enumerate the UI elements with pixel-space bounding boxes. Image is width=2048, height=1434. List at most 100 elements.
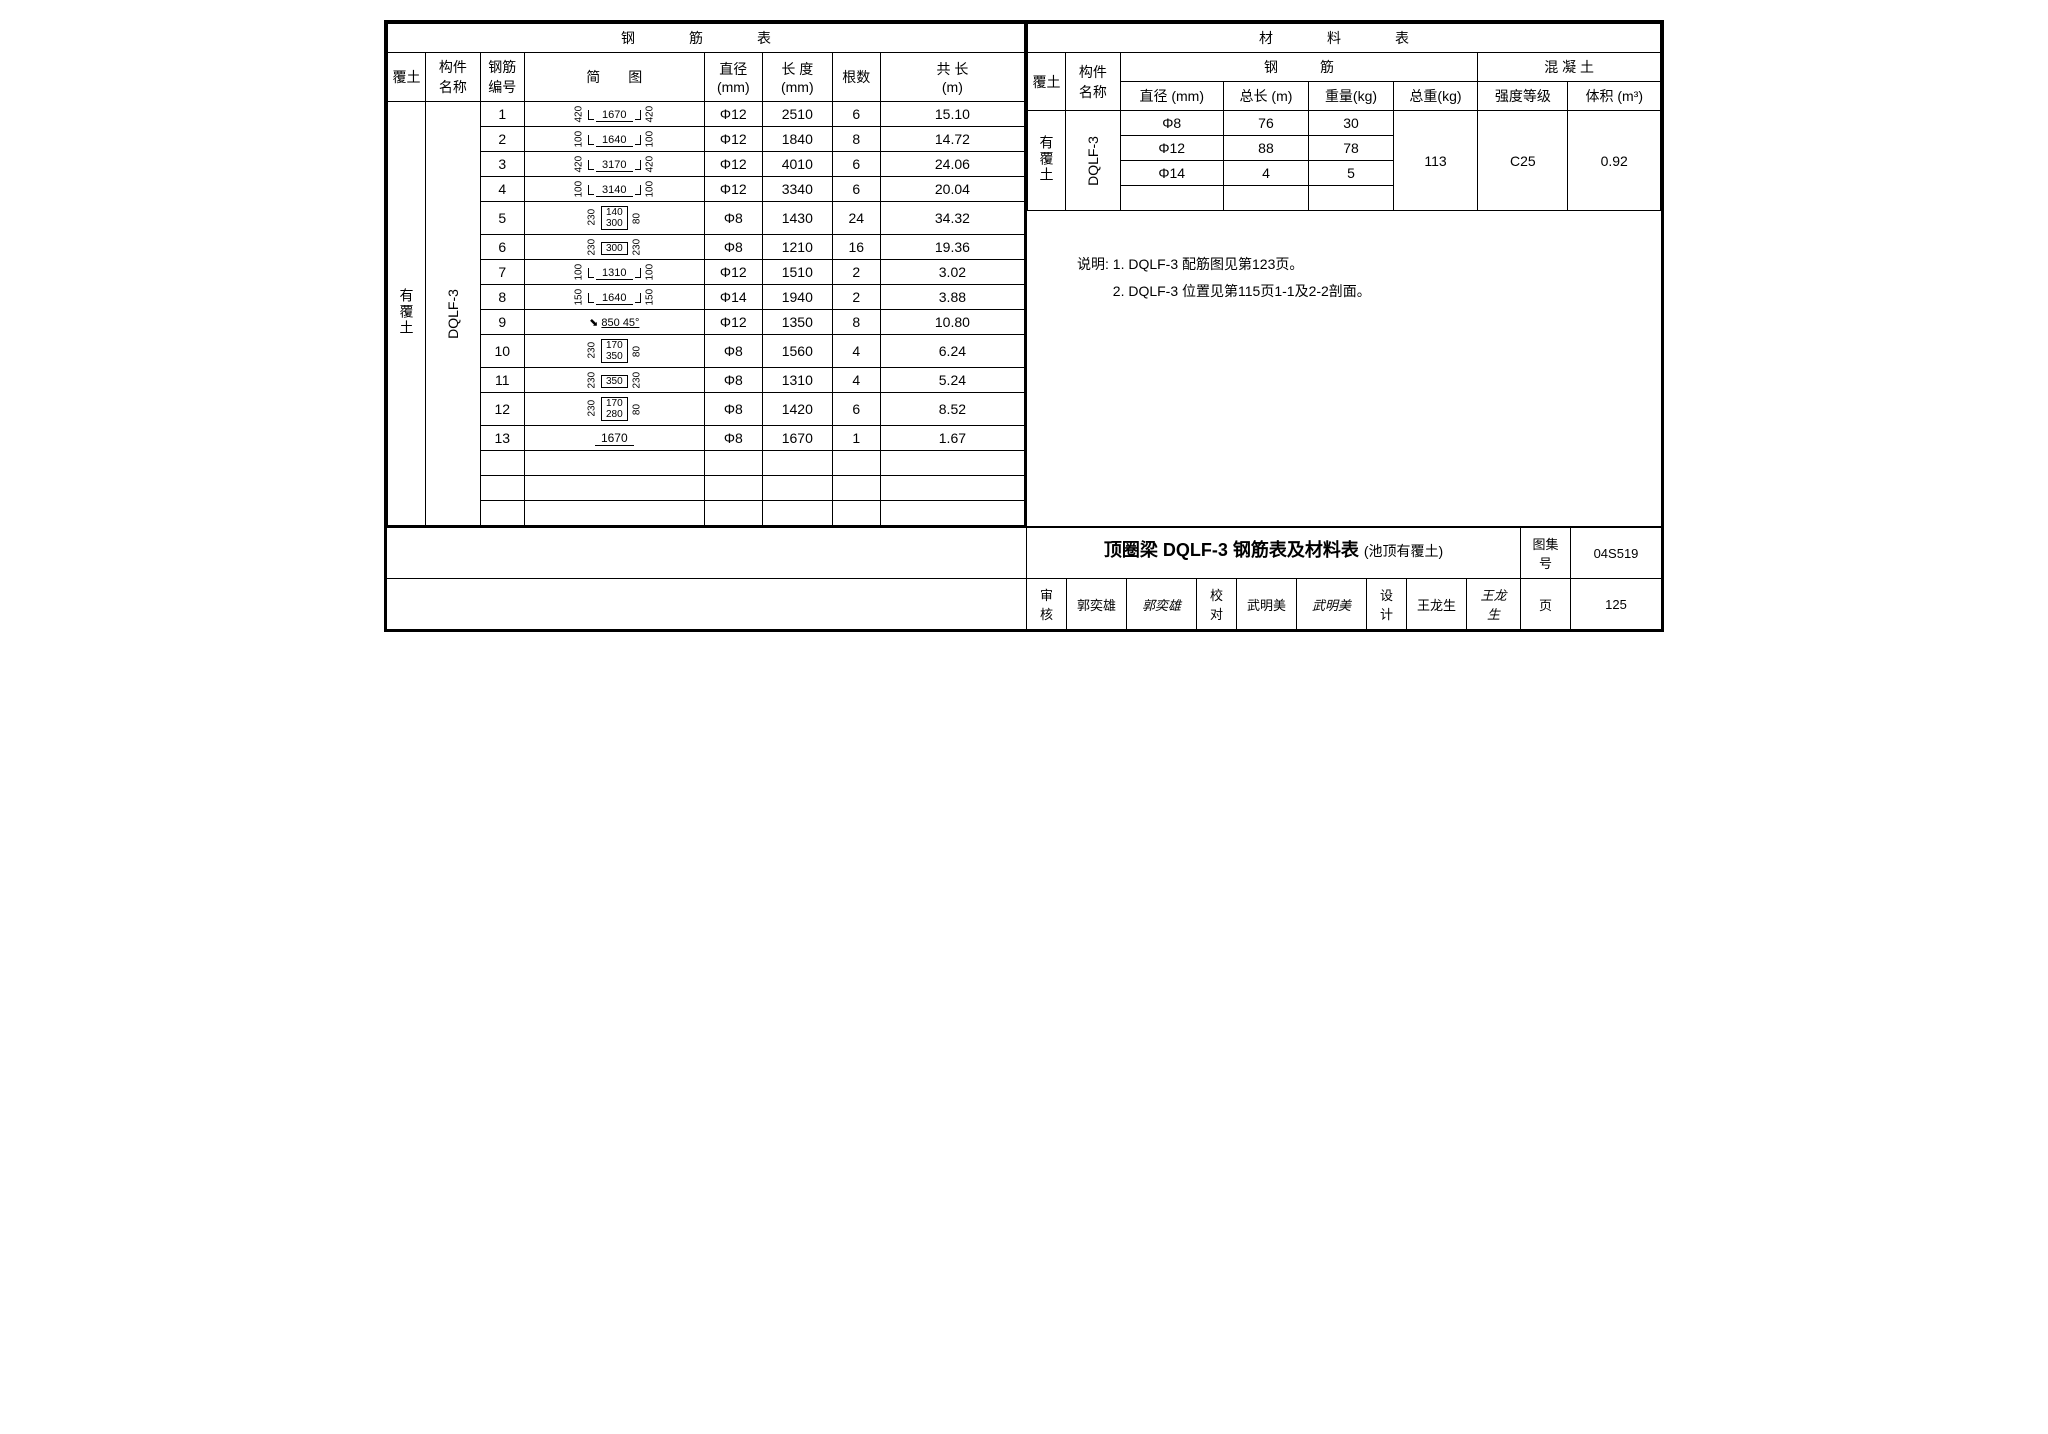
bar-diagram: ⬊ 850 45°	[524, 310, 704, 335]
design-sig: 王龙生	[1467, 579, 1521, 629]
cell-tot: 20.04	[880, 177, 1024, 202]
bar-diagram: 1003140100	[524, 177, 704, 202]
cell-tot: 1.67	[880, 426, 1024, 451]
cell-len: 3340	[762, 177, 832, 202]
mmember-cell: DQLF-3	[1066, 111, 1121, 211]
cell-qty: 1	[832, 426, 880, 451]
table-row: 71001310100Φ12151023.02	[388, 260, 1025, 285]
mcol-grade: 强度等级	[1478, 82, 1568, 111]
drawing-title: 顶圈梁 DQLF-3 钢筋表及材料表 (池顶有覆土)	[1027, 528, 1521, 578]
cell-len: 1840	[762, 127, 832, 152]
review-name: 郭奕雄	[1067, 579, 1127, 629]
check-sig: 武明美	[1297, 579, 1367, 629]
bar-diagram: 1001310100	[524, 260, 704, 285]
cell-len: 1510	[762, 260, 832, 285]
bar-diagram: 4201670420	[524, 102, 704, 127]
material-table: 材 料 表 覆土 构件 名称 钢 筋 混 凝 土 直径 (mm) 总长 (m) …	[1027, 23, 1661, 211]
table-row: 有覆土DQLF-314201670420Φ122510615.10	[388, 102, 1025, 127]
bar-no: 11	[480, 368, 524, 393]
bar-diagram: 23017028080	[524, 393, 704, 426]
bar-no: 10	[480, 335, 524, 368]
cell-dia: Φ12	[704, 177, 762, 202]
concrete-volume: 0.92	[1568, 111, 1661, 211]
mcol-totweight: 总重(kg)	[1393, 82, 1477, 111]
cell-len: 2510	[762, 102, 832, 127]
bar-no: 2	[480, 127, 524, 152]
cell-dia: Φ8	[704, 235, 762, 260]
mcol-volume: 体积 (m³)	[1568, 82, 1661, 111]
review-label: 审核	[1027, 579, 1067, 629]
check-name: 武明美	[1237, 579, 1297, 629]
rebar-table-title: 钢 筋 表	[388, 24, 1025, 53]
cell-tot: 5.24	[880, 368, 1024, 393]
cell-dia: Φ12	[704, 152, 762, 177]
bar-no: 12	[480, 393, 524, 426]
set-no: 04S519	[1571, 528, 1661, 578]
mcell-dia: Φ14	[1120, 161, 1223, 186]
col-barno: 钢筋 编号	[480, 53, 524, 102]
mcell-len: 88	[1223, 136, 1309, 161]
table-row: 523014030080Φ814302434.32	[388, 202, 1025, 235]
cell-qty: 8	[832, 310, 880, 335]
cell-tot: 3.02	[880, 260, 1024, 285]
bar-no: 5	[480, 202, 524, 235]
cell-tot: 15.10	[880, 102, 1024, 127]
cell-qty: 6	[832, 177, 880, 202]
mcell-w: 5	[1309, 161, 1393, 186]
cell-qty: 8	[832, 127, 880, 152]
cell-tot: 34.32	[880, 202, 1024, 235]
bar-diagram: 4203170420	[524, 152, 704, 177]
cell-dia: Φ12	[704, 127, 762, 152]
mcell-len: 4	[1223, 161, 1309, 186]
mcol-totlen: 总长 (m)	[1223, 82, 1309, 111]
rebar-table: 钢 筋 表 覆土 构件 名称 钢筋 编号 简 图 直径 (mm) 长 度 (mm…	[387, 23, 1025, 526]
table-row: 1223017028080Φ8142068.52	[388, 393, 1025, 426]
cell-tot: 14.72	[880, 127, 1024, 152]
design-label: 设计	[1367, 579, 1407, 629]
drawing-sheet: 钢 筋 表 覆土 构件 名称 钢筋 编号 简 图 直径 (mm) 长 度 (mm…	[384, 20, 1664, 632]
col-diagram: 简 图	[524, 53, 704, 102]
cover-cell: 有覆土	[388, 102, 426, 526]
col-cover: 覆土	[388, 53, 426, 102]
bar-diagram: 23017035080	[524, 335, 704, 368]
right-panel: 材 料 表 覆土 构件 名称 钢 筋 混 凝 土 直径 (mm) 总长 (m) …	[1027, 23, 1661, 526]
bar-diagram: 1670	[524, 426, 704, 451]
col-qty: 根数	[832, 53, 880, 102]
note-line-2: 2. DQLF-3 位置见第115页1-1及2-2剖面。	[1113, 283, 1371, 299]
cell-dia: Φ12	[704, 310, 762, 335]
material-table-title: 材 料 表	[1028, 24, 1661, 53]
cell-len: 1430	[762, 202, 832, 235]
cell-len: 4010	[762, 152, 832, 177]
cell-dia: Φ12	[704, 102, 762, 127]
cell-len: 1940	[762, 285, 832, 310]
cell-qty: 4	[832, 335, 880, 368]
table-row: 131670Φ8167011.67	[388, 426, 1025, 451]
notes-block: 说明: 1. DQLF-3 配筋图见第123页。 说明: 2. DQLF-3 位…	[1027, 211, 1661, 526]
cell-len: 1310	[762, 368, 832, 393]
bar-no: 4	[480, 177, 524, 202]
cell-len: 1210	[762, 235, 832, 260]
table-row: 6230300230Φ812101619.36	[388, 235, 1025, 260]
mcover-cell: 有覆土	[1028, 111, 1066, 211]
note-line-1: 1. DQLF-3 配筋图见第123页。	[1113, 256, 1304, 272]
review-sig: 郭奕雄	[1127, 579, 1197, 629]
table-row: 21001640100Φ121840814.72	[388, 127, 1025, 152]
check-label: 校对	[1197, 579, 1237, 629]
col-len: 长 度 (mm)	[762, 53, 832, 102]
mcol-concrete-group: 混 凝 土	[1478, 53, 1661, 82]
table-row: 34203170420Φ124010624.06	[388, 152, 1025, 177]
concrete-grade: C25	[1478, 111, 1568, 211]
cell-qty: 2	[832, 285, 880, 310]
bar-no: 8	[480, 285, 524, 310]
mcell-w: 78	[1309, 136, 1393, 161]
bar-no: 1	[480, 102, 524, 127]
mcol-cover: 覆土	[1028, 53, 1066, 111]
title-block: 顶圈梁 DQLF-3 钢筋表及材料表 (池顶有覆土) 图集号 04S519 审核…	[387, 526, 1661, 629]
cell-dia: Φ8	[704, 368, 762, 393]
col-dia: 直径 (mm)	[704, 53, 762, 102]
cell-tot: 3.88	[880, 285, 1024, 310]
bar-no: 7	[480, 260, 524, 285]
notes-label: 说明:	[1077, 256, 1109, 272]
cell-tot: 24.06	[880, 152, 1024, 177]
cell-len: 1350	[762, 310, 832, 335]
